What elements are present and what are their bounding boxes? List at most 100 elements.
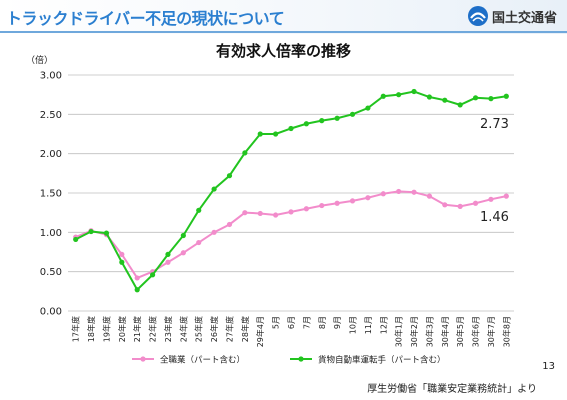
legend-marker [298, 356, 304, 362]
legend: 全職業（パート含む） 貨物自動車運転手（パート含む） [132, 355, 446, 366]
x-tick-label: 27年度 [224, 316, 234, 342]
data-point [211, 229, 217, 235]
data-point [411, 189, 417, 195]
x-tick-label: 28年度 [240, 316, 250, 342]
x-tick-label: 30年1月 [394, 316, 404, 347]
end-value-label: 2.73 [480, 117, 509, 132]
x-tick-label: 10月 [349, 316, 358, 334]
data-point [411, 88, 417, 95]
data-point [426, 193, 433, 199]
y-tick-label: 3.00 [40, 71, 62, 82]
grid-lines [68, 74, 514, 312]
data-point [303, 121, 309, 127]
x-tick-label: 25年度 [194, 316, 204, 342]
data-point [503, 193, 509, 199]
data-point [472, 200, 479, 206]
data-point [273, 131, 279, 137]
legend-label: 貨物自動車運転手（パート含む） [318, 355, 446, 366]
series-1 [73, 88, 509, 293]
data-point [488, 96, 494, 102]
data-point [319, 118, 325, 124]
x-tick-label: 6月 [287, 316, 296, 329]
x-tick-label: 30年6月 [471, 316, 481, 347]
x-tick-label: 24年度 [178, 316, 188, 342]
x-tick-label: 30年8月 [501, 316, 511, 347]
x-tick-label: 30年5月 [455, 316, 465, 347]
y-tick-label: 2.50 [40, 110, 62, 121]
data-point [288, 209, 294, 215]
source-note: 厚生労働省「職業安定業務統計」より [367, 384, 537, 395]
x-tick-label: 26年度 [209, 316, 219, 342]
data-point [257, 131, 263, 137]
data-point [426, 94, 433, 100]
x-tick-label: 30年3月 [424, 316, 434, 347]
data-point [472, 95, 479, 101]
data-point [457, 203, 463, 209]
x-tick-label: 30年2月 [409, 316, 419, 347]
series-lines [73, 88, 509, 293]
ministry-logo-text: 国土交通省 [491, 10, 557, 26]
series-line [75, 90, 507, 292]
x-tick-label: 19年度 [101, 316, 111, 342]
data-point [442, 97, 448, 103]
ministry-logo-icon [467, 6, 488, 26]
data-point [488, 196, 494, 202]
y-tick-label: 2.00 [40, 149, 62, 160]
ministry-logo: 国土交通省 [467, 5, 557, 27]
legend-marker [140, 356, 146, 362]
data-point [119, 251, 125, 257]
data-point [73, 236, 79, 243]
data-point [134, 275, 140, 281]
data-point [226, 221, 233, 228]
data-point [380, 93, 386, 99]
x-tick-label: 30年7月 [486, 316, 496, 347]
legend-item: 全職業（パート含む） [132, 355, 245, 366]
y-axis-unit-label: （倍） [26, 54, 53, 66]
x-tick-label: 17年度 [71, 316, 81, 342]
x-tick-label: 5月 [272, 316, 281, 329]
legend-label: 全職業（パート含む） [160, 355, 245, 366]
x-tick-label: 18年度 [86, 316, 96, 342]
data-point [134, 287, 140, 293]
data-point [242, 210, 248, 216]
data-point [349, 111, 356, 117]
x-axis-ticks: 17年度 18年度 19年度 20年度 21年度 22年度 23年度 24年度 25年度 26年度… [71, 316, 512, 347]
chart-title: 有効求人倍率の推移 [215, 42, 351, 60]
data-point [211, 186, 217, 192]
data-point [165, 251, 171, 257]
x-tick-label: 21年度 [132, 316, 142, 342]
data-point [319, 202, 325, 209]
series-line [75, 190, 507, 280]
x-tick-label: 7月 [302, 316, 311, 329]
data-point [396, 92, 402, 98]
x-tick-label: 12月 [379, 316, 388, 334]
x-tick-label: 11月 [364, 316, 373, 334]
x-tick-label: 22年度 [148, 316, 158, 342]
header-bar: トラックドライバー不足の現状について 国土交通省 [0, 0, 567, 34]
x-tick-label: 30年4月 [440, 316, 450, 347]
data-point [442, 202, 448, 208]
data-point [196, 207, 202, 213]
end-labels: 1.46 2.73 [480, 117, 509, 225]
end-value-label: 1.46 [480, 210, 509, 225]
data-point [288, 125, 294, 132]
data-point [334, 200, 340, 206]
data-point [180, 250, 186, 256]
x-tick-label: 29年4月 [255, 316, 265, 347]
x-tick-label: 23年度 [163, 316, 173, 342]
data-point [242, 150, 248, 156]
data-point [334, 115, 340, 121]
page-number: 13 [542, 361, 555, 372]
y-tick-label: 1.50 [40, 189, 62, 200]
data-point [380, 191, 386, 197]
header-divider [0, 31, 567, 33]
data-point [88, 228, 94, 235]
data-point [257, 210, 263, 217]
data-point [103, 230, 110, 236]
page-title: トラックドライバー不足の現状について [6, 9, 285, 28]
data-point [303, 206, 309, 212]
data-point [180, 232, 186, 239]
data-point [273, 212, 279, 218]
data-point [165, 259, 171, 265]
x-tick-label: 9月 [333, 316, 342, 329]
